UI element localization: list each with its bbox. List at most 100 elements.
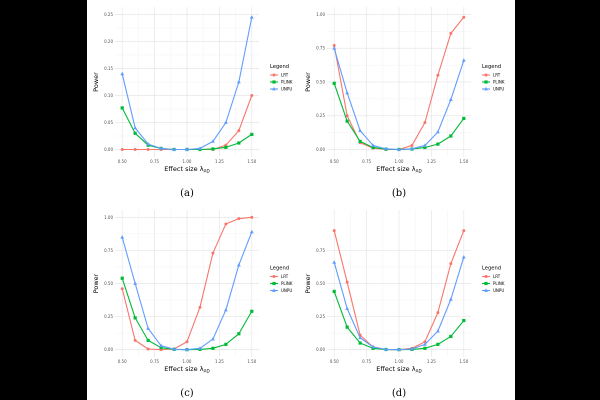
data-point-lrt xyxy=(237,217,241,221)
data-point-lrt xyxy=(423,340,427,344)
legend-item-plink: PLINK xyxy=(281,281,293,286)
data-point-plink xyxy=(133,316,137,320)
x-axis-title: Effect size λAD xyxy=(164,365,209,374)
legend-title: Legend xyxy=(270,64,289,70)
legend-title: Legend xyxy=(270,266,289,272)
x-tick-label: 1.50 xyxy=(459,159,468,164)
data-point-unpu xyxy=(332,46,337,50)
x-tick-label: 0.75 xyxy=(150,159,159,164)
data-point-unpu xyxy=(448,297,453,301)
legend-title: Legend xyxy=(482,64,501,70)
data-point-unpu xyxy=(133,125,138,130)
data-point-plink xyxy=(332,289,336,294)
panel-a: 0.50 0.75 1.00 1.25 1.50 0.00 0.05 0.10 0.15 0.20… xyxy=(92,7,293,199)
data-point-plink xyxy=(358,341,362,345)
data-point-unpu xyxy=(249,229,254,234)
data-point-unpu xyxy=(146,142,151,146)
x-axis-title-main: Effect size λ xyxy=(164,365,203,373)
data-point-unpu xyxy=(423,143,427,147)
data-point-plink xyxy=(120,276,124,280)
data-point-plink xyxy=(224,145,228,149)
data-point-lrt xyxy=(332,229,336,233)
x-tick-label: 0.50 xyxy=(118,359,127,364)
data-point-plink xyxy=(133,131,137,135)
data-point-unpu xyxy=(223,307,228,312)
legend-item-lrt: LRT xyxy=(281,274,289,279)
x-tick-label: 0.75 xyxy=(150,359,159,364)
data-point-unpu xyxy=(384,146,388,151)
data-point-lrt xyxy=(146,148,150,151)
data-point-unpu xyxy=(461,58,466,62)
data-point-lrt xyxy=(345,280,349,284)
data-point-plink xyxy=(423,145,427,150)
x-axis-title: Effect size λAD xyxy=(376,165,421,174)
y-tick-label: 0.25 xyxy=(104,12,113,17)
data-point-unpu xyxy=(397,347,401,352)
y-tick-label: 0.75 xyxy=(104,248,113,253)
x-tick-label: 1.00 xyxy=(183,359,192,364)
data-point-plink xyxy=(436,142,440,146)
legend-key-marker xyxy=(484,281,488,286)
y-tick-label: 0.50 xyxy=(316,281,325,286)
y-tick-label: 0.25 xyxy=(316,113,325,118)
data-point-unpu xyxy=(185,347,189,352)
data-point-unpu xyxy=(410,346,414,351)
legend-item-plink: PLINK xyxy=(493,80,505,85)
data-point-lrt xyxy=(449,262,453,266)
x-tick-label: 1.00 xyxy=(395,159,404,164)
y-tick-label: 0.00 xyxy=(316,347,325,352)
data-point-unpu xyxy=(358,128,363,132)
data-point-plink xyxy=(211,346,215,350)
data-point-lrt xyxy=(250,215,254,219)
data-point-lrt xyxy=(146,347,150,351)
y-tick-label: 0.05 xyxy=(104,120,113,125)
data-point-lrt xyxy=(462,229,466,233)
data-point-plink xyxy=(345,325,349,329)
data-point-lrt xyxy=(436,311,440,315)
x-tick-label: 0.50 xyxy=(118,159,127,164)
y-tick-label: 0.00 xyxy=(104,347,113,352)
data-point-plink xyxy=(159,346,163,350)
legend-key-marker xyxy=(484,73,488,77)
data-point-unpu xyxy=(172,147,176,151)
data-point-plink xyxy=(345,119,349,123)
data-point-lrt xyxy=(449,31,453,35)
legend-item-lrt: LRT xyxy=(493,274,501,279)
data-point-plink xyxy=(332,81,336,85)
data-point-lrt xyxy=(410,143,414,147)
data-point-unpu xyxy=(211,336,215,341)
data-point-lrt xyxy=(133,338,137,342)
data-point-plink xyxy=(449,134,453,138)
legend-title: Legend xyxy=(482,266,501,272)
data-point-unpu xyxy=(236,262,241,267)
y-tick-label: 0.75 xyxy=(316,46,325,51)
y-tick-label: 1.00 xyxy=(104,215,113,220)
panel-caption: (a) xyxy=(180,188,194,199)
legend-item-lrt: LRT xyxy=(493,73,501,78)
legend-key-marker xyxy=(272,86,276,91)
panel-caption: (c) xyxy=(180,388,194,399)
data-point-lrt xyxy=(120,287,124,291)
x-axis-title-main: Effect size λ xyxy=(376,165,415,173)
y-tick-label: 0.00 xyxy=(104,147,113,152)
legend-item-lrt: LRT xyxy=(281,73,289,78)
x-axis-title-subscript: AD xyxy=(416,169,422,174)
y-tick-label: 0.00 xyxy=(316,147,325,152)
y-tick-label: 0.25 xyxy=(316,314,325,319)
data-point-plink xyxy=(224,342,228,346)
figure-sheet: 0.50 0.75 1.00 1.25 1.50 0.00 0.05 0.10 0.15 0.20… xyxy=(87,0,515,400)
data-point-unpu xyxy=(435,129,440,134)
y-axis-title: Power xyxy=(92,273,100,293)
figure-canvas: 0.50 0.75 1.00 1.25 1.50 0.00 0.05 0.10 0.15 0.20… xyxy=(92,7,505,399)
legend-item-unpu: UNPU xyxy=(281,87,292,92)
data-point-unpu xyxy=(159,343,163,348)
x-axis-title-subscript: AD xyxy=(204,169,210,174)
y-tick-label: 0.15 xyxy=(104,66,113,71)
legend-key-marker xyxy=(484,80,488,84)
y-axis-title: Power xyxy=(304,273,312,293)
data-point-lrt xyxy=(237,129,241,133)
y-tick-label: 1.00 xyxy=(316,12,325,17)
data-point-unpu xyxy=(371,143,375,147)
data-point-plink xyxy=(358,139,362,143)
legend-item-unpu: UNPU xyxy=(493,87,504,92)
